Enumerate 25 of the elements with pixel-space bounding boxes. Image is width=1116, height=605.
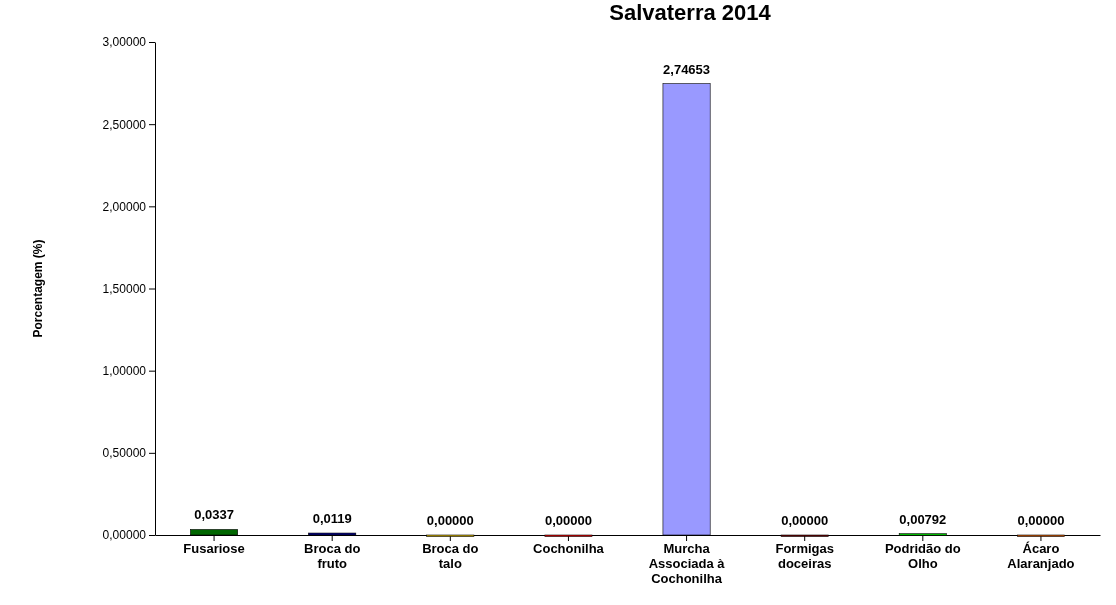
y-tick-label: 1,00000 — [102, 364, 147, 379]
y-tick-label: 0,00000 — [102, 528, 147, 543]
y-tick-label: 2,50000 — [102, 117, 147, 132]
x-tick-label: Murcha Associada à Cochonilha — [648, 541, 726, 587]
x-tick-label: Ácaro Alaranjado — [1007, 541, 1075, 572]
data-label: 0,0119 — [312, 511, 352, 527]
data-label: 0,00000 — [781, 513, 829, 528]
x-tick-label: Cochonilha — [533, 541, 605, 557]
data-label: 0,00000 — [426, 513, 474, 528]
y-tick-label: 3,00000 — [102, 35, 147, 50]
y-tick-label: 0,50000 — [102, 446, 147, 461]
x-tick-label: Broca do fruto — [304, 541, 361, 572]
chart-title: Salvaterra 2014 — [609, 0, 772, 25]
x-tick-label: Podridão do Olho — [884, 541, 961, 572]
y-tick-label: 2,00000 — [102, 199, 147, 214]
y-axis-title: Porcentagem (%) — [31, 239, 45, 338]
x-tick-label: Formigas doceiras — [775, 541, 834, 572]
data-label: 0,00000 — [544, 513, 592, 528]
x-tick-label: Broca do talo — [422, 541, 479, 572]
y-tick-label: 1,50000 — [102, 281, 147, 296]
data-label: 0,00792 — [899, 511, 947, 527]
data-label: 0,0337 — [194, 507, 234, 523]
data-label: 2,74653 — [663, 61, 711, 77]
x-tick-label: Fusariose — [183, 541, 245, 557]
data-label: 0,00000 — [1017, 513, 1065, 528]
